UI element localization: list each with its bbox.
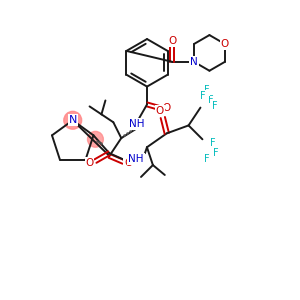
Circle shape xyxy=(88,131,103,147)
Text: F: F xyxy=(212,100,217,111)
Text: O: O xyxy=(124,158,132,168)
Text: O: O xyxy=(168,36,176,46)
Text: NH: NH xyxy=(129,119,145,129)
Text: F: F xyxy=(208,95,213,105)
Text: NH: NH xyxy=(128,154,144,164)
Text: N: N xyxy=(68,115,77,125)
Text: F: F xyxy=(214,148,219,158)
Text: F: F xyxy=(209,138,215,148)
Text: F: F xyxy=(204,85,209,95)
Text: O: O xyxy=(163,103,171,113)
Text: O: O xyxy=(221,39,229,49)
Text: F: F xyxy=(204,154,209,164)
Text: N: N xyxy=(190,57,198,67)
Text: O: O xyxy=(156,106,164,116)
Circle shape xyxy=(64,111,82,129)
Text: F: F xyxy=(200,91,205,101)
Text: O: O xyxy=(85,158,94,168)
